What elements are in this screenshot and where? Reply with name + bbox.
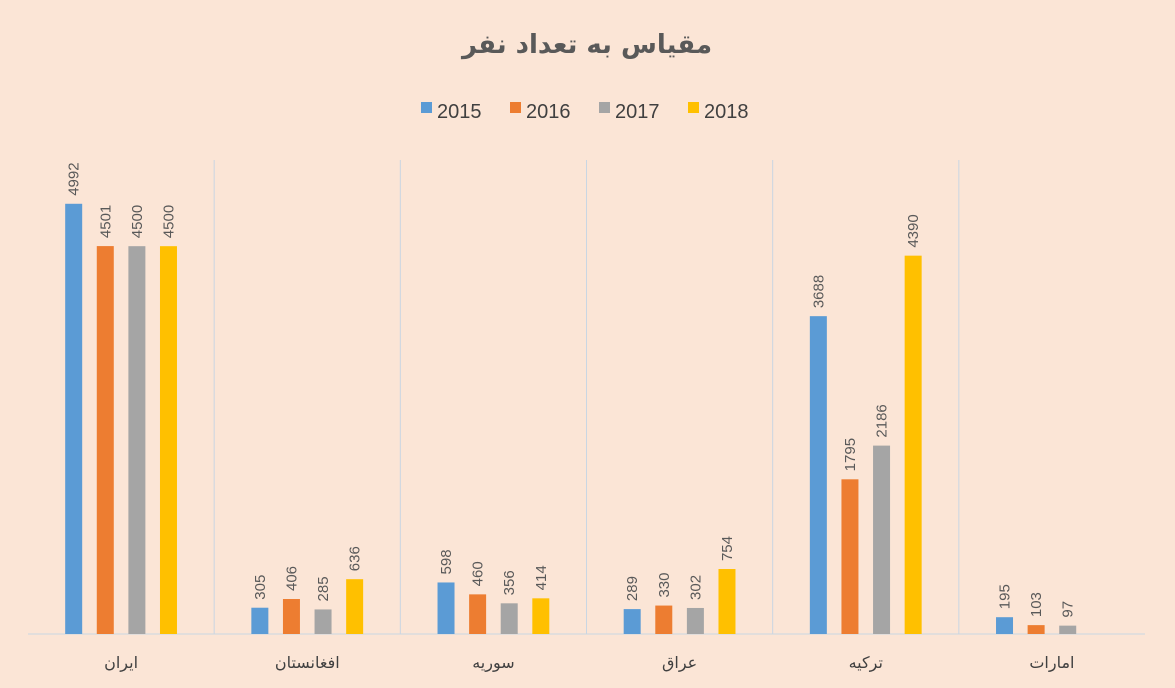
value-label-2017-2: 356 bbox=[501, 570, 518, 595]
category-label-0: ایران bbox=[104, 653, 138, 673]
value-label-2016-5: 103 bbox=[1028, 592, 1045, 617]
category-label-5: امارات bbox=[1029, 653, 1074, 673]
value-label-2017-1: 285 bbox=[315, 576, 332, 601]
bar-2017-1 bbox=[314, 609, 332, 634]
value-label-2015-2: 598 bbox=[438, 549, 455, 574]
bar-2015-1 bbox=[251, 607, 269, 634]
bar-2016-2 bbox=[469, 594, 487, 634]
legend-label-2018: 2018 bbox=[704, 101, 749, 123]
category-label-3: عراق bbox=[662, 653, 697, 673]
value-label-2016-2: 460 bbox=[470, 561, 487, 586]
value-label-2017-5: 97 bbox=[1060, 601, 1077, 618]
bar-2018-1 bbox=[346, 579, 364, 634]
bar-2016-1 bbox=[282, 599, 300, 634]
bar-2017-5 bbox=[1059, 625, 1077, 634]
value-label-2017-3: 302 bbox=[687, 575, 704, 600]
legend: 2015 2016 2017 2018 bbox=[421, 101, 749, 123]
legend-swatch-2015 bbox=[421, 102, 432, 113]
category-label-4: ترکیه bbox=[849, 653, 883, 673]
bar-2015-2 bbox=[437, 582, 455, 634]
value-label-2015-0: 4992 bbox=[66, 162, 83, 195]
legend-label-2017: 2017 bbox=[615, 101, 660, 123]
chart-title: مقیاس به تعداد نفر bbox=[460, 30, 712, 60]
bar-2015-3 bbox=[623, 609, 641, 634]
category-label-2: سوریه bbox=[472, 653, 514, 673]
bar-2016-5 bbox=[1027, 625, 1045, 634]
value-label-2015-1: 305 bbox=[252, 575, 269, 600]
value-label-2016-0: 4501 bbox=[97, 205, 114, 238]
value-label-2015-3: 289 bbox=[624, 576, 641, 601]
category-label-1: افغانستان bbox=[275, 653, 340, 672]
bar-2015-4 bbox=[809, 316, 827, 634]
value-label-2018-3: 754 bbox=[719, 536, 736, 561]
bar-2018-4 bbox=[904, 255, 922, 635]
value-label-2016-4: 1795 bbox=[842, 438, 859, 471]
value-label-2017-4: 2186 bbox=[874, 404, 891, 437]
value-label-2018-1: 636 bbox=[347, 546, 364, 571]
bar-2018-3 bbox=[718, 569, 736, 634]
bar-2017-3 bbox=[686, 607, 704, 634]
value-label-2016-1: 406 bbox=[283, 566, 300, 591]
bar-2016-3 bbox=[655, 605, 673, 634]
bar-2016-0 bbox=[96, 246, 114, 634]
bars bbox=[65, 203, 1077, 635]
bar-2018-2 bbox=[532, 598, 550, 634]
value-label-2016-3: 330 bbox=[656, 573, 673, 598]
value-label-2017-0: 4500 bbox=[129, 205, 146, 238]
legend-swatch-2018 bbox=[688, 102, 699, 113]
bar-2017-2 bbox=[500, 603, 518, 634]
bar-2015-0 bbox=[65, 203, 83, 634]
value-label-2018-2: 414 bbox=[533, 565, 550, 590]
value-label-2015-4: 3688 bbox=[810, 275, 827, 308]
bar-2015-5 bbox=[996, 617, 1014, 634]
bar-2016-4 bbox=[841, 479, 859, 634]
value-labels: 4992 4501 4500 4500 305 406 285 636 598 460 356 414… bbox=[66, 162, 1077, 617]
category-labels: ایران افغانستان سوریه عراق ترکیه امارات bbox=[104, 653, 1074, 673]
legend-label-2016: 2016 bbox=[526, 101, 571, 123]
legend-swatch-2016 bbox=[510, 102, 521, 113]
bar-2017-0 bbox=[128, 246, 146, 634]
bar-2018-0 bbox=[159, 246, 177, 634]
value-label-2018-4: 4390 bbox=[905, 214, 922, 247]
gridlines bbox=[28, 160, 1145, 635]
legend-swatch-2017 bbox=[599, 102, 610, 113]
bar-2017-4 bbox=[873, 445, 891, 634]
legend-label-2015: 2015 bbox=[437, 101, 482, 123]
value-label-2015-5: 195 bbox=[997, 584, 1014, 609]
value-label-2018-0: 4500 bbox=[160, 205, 177, 238]
